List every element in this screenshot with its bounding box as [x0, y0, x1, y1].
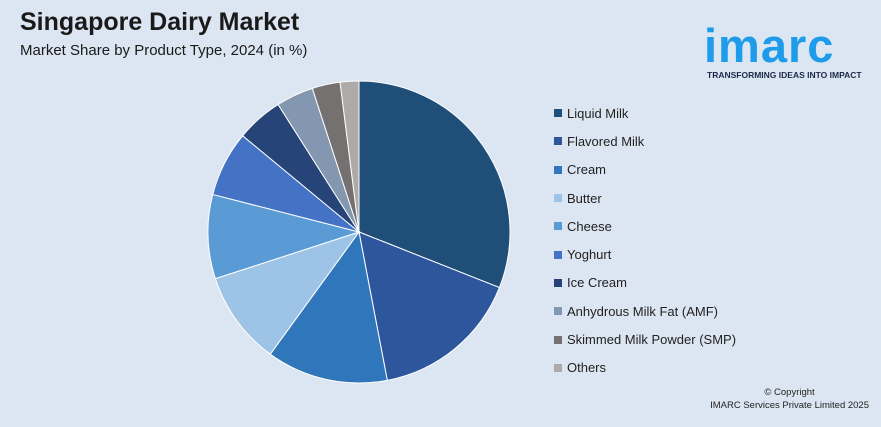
legend-item: Cream	[554, 156, 736, 184]
pie-slice-flavored-milk	[358, 231, 501, 381]
legend-label: Flavored Milk	[567, 133, 645, 149]
legend-item: Butter	[554, 184, 736, 212]
legend-label: Cream	[567, 162, 607, 178]
chart-title: Singapore Dairy Market	[20, 8, 300, 36]
legend-swatch	[554, 222, 562, 231]
copyright-line-2: IMARC Services Private Limited 2025	[710, 400, 869, 411]
logo-wordmark: imarc	[704, 19, 835, 72]
legend-label: Ice Cream	[567, 275, 627, 291]
copyright-line-1: © Copyright	[764, 387, 815, 398]
legend-swatch	[554, 137, 562, 146]
legend-swatch	[554, 363, 562, 372]
legend-label: Skimmed Milk Powder (SMP)	[567, 332, 737, 348]
imarc-logo: imarc TRANSFORMING IDEAS INTO IMPACT	[704, 6, 874, 82]
logo-tagline: TRANSFORMING IDEAS INTO IMPACT	[707, 70, 862, 80]
legend-label: Others	[567, 360, 607, 376]
legend-label: Liquid Milk	[567, 105, 629, 121]
legend-item: Ice Cream	[554, 269, 736, 297]
legend-swatch	[554, 165, 562, 174]
legend-swatch	[554, 278, 562, 287]
pie-slice-butter	[214, 231, 361, 355]
legend-item: Liquid Milk	[554, 99, 736, 127]
legend-label: Cheese	[567, 218, 612, 234]
legend-label: Anhydrous Milk Fat (AMF)	[567, 303, 718, 319]
legend-label: Butter	[567, 190, 602, 206]
legend-swatch	[554, 109, 562, 118]
pie-slice-others	[339, 80, 360, 233]
legend-item: Skimmed Milk Powder (SMP)	[554, 325, 736, 353]
legend-label: Yoghurt	[567, 247, 612, 263]
pie-slice-liquid-milk	[358, 80, 511, 289]
legend-swatch	[554, 194, 562, 203]
legend-item: Flavored Milk	[554, 127, 736, 155]
copyright-notice: © Copyright IMARC Services Private Limit…	[710, 386, 869, 412]
chart-legend: Liquid Milk Flavored Milk Cream Butter Chees…	[554, 99, 736, 382]
legend-item: Cheese	[554, 212, 736, 240]
pie-slice-cream	[269, 230, 388, 384]
pie-slice-cheese	[207, 193, 361, 280]
legend-swatch	[554, 335, 562, 344]
legend-swatch	[554, 307, 562, 316]
legend-swatch	[554, 250, 562, 259]
legend-item: Others	[554, 354, 736, 382]
legend-item: Yoghurt	[554, 240, 736, 268]
chart-subtitle: Market Share by Product Type, 2024 (in %…	[20, 42, 308, 59]
legend-item: Anhydrous Milk Fat (AMF)	[554, 297, 736, 325]
